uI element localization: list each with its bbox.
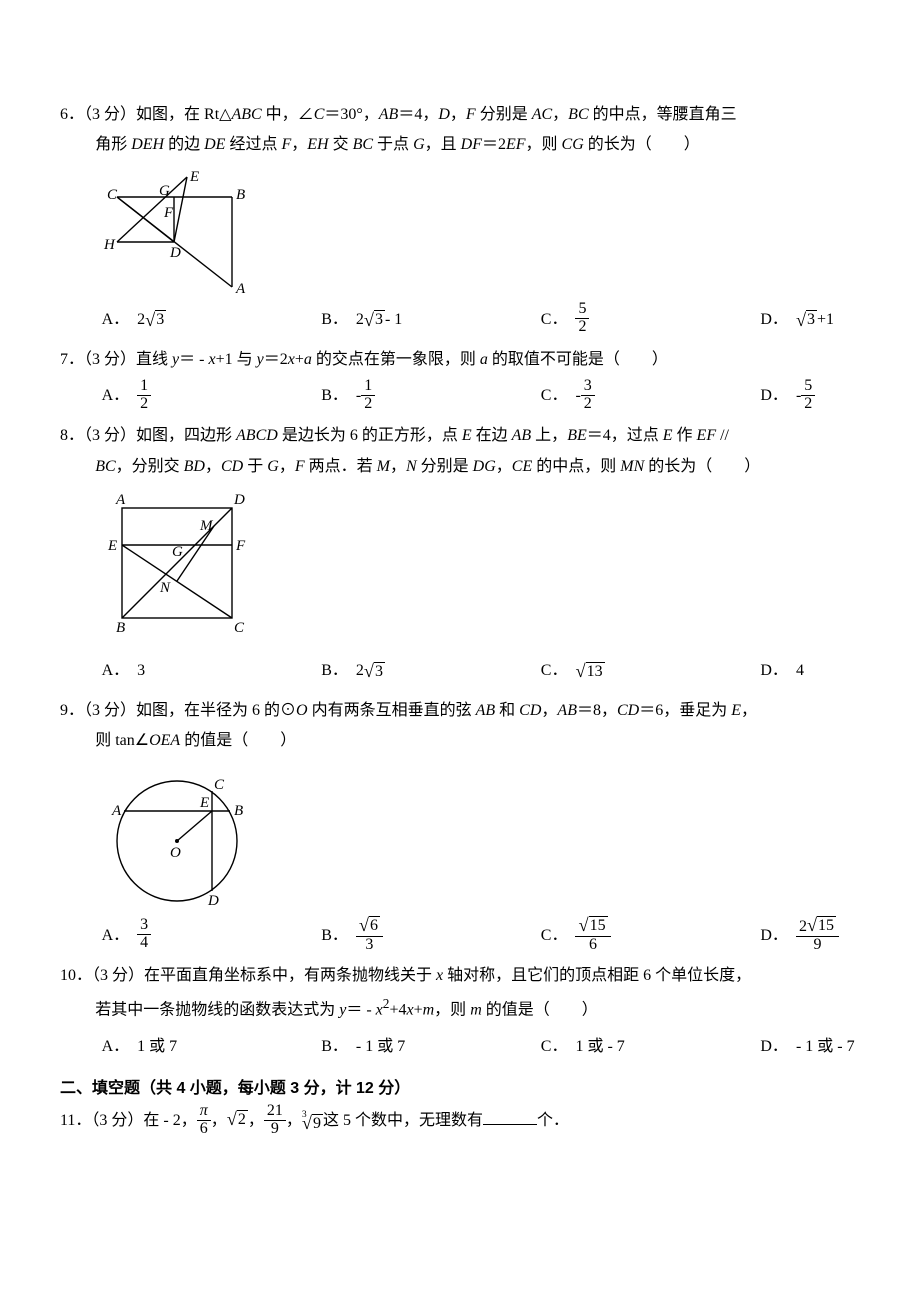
q10-option-d[interactable]: D． - 1 或 - 7 xyxy=(760,1028,920,1066)
q9-option-d[interactable]: D．2√159 xyxy=(760,917,920,955)
q9-stem: 9．（3 分）如图，在半径为 6 的⊙O 内有两条互相垂直的弦 AB 和 CD，… xyxy=(60,696,920,757)
q6-stem: 6．（3 分）如图，在 Rt△ABC 中，∠C＝30°，AB＝4，D，F 分别是… xyxy=(60,100,920,161)
q10-option-a[interactable]: A．1 或 7 xyxy=(102,1028,322,1066)
q7-option-d[interactable]: D． - 52 xyxy=(760,377,920,415)
q8-option-c[interactable]: C．√13 xyxy=(541,652,761,690)
svg-text:M: M xyxy=(199,518,214,534)
q10-number: 10．（3 分） xyxy=(60,967,144,984)
q7-option-c[interactable]: C． - 32 xyxy=(541,377,761,415)
q8-option-a[interactable]: A．3 xyxy=(102,652,322,690)
q9-option-a[interactable]: A．34 xyxy=(102,917,322,955)
q7-options: A．12 B． - 12 C． - 32 D． - 52 xyxy=(60,377,920,415)
fig-label-E: E xyxy=(189,169,199,185)
q8-options: A．3 B．2√3 C．√13 D．4 xyxy=(60,652,920,690)
q10-stem: 10．（3 分）在平面直角坐标系中，有两条抛物线关于 x 轴对称，且它们的顶点相… xyxy=(60,961,920,1026)
svg-text:B: B xyxy=(234,803,243,819)
fig-label-F: F xyxy=(163,205,174,221)
q8-option-b[interactable]: B．2√3 xyxy=(321,652,541,690)
fig-label-H: H xyxy=(103,237,116,253)
svg-text:E: E xyxy=(199,795,209,811)
svg-text:A: A xyxy=(115,492,126,508)
q6-figure: C E B G F H D A xyxy=(102,167,920,297)
svg-text:B: B xyxy=(116,620,125,636)
q7-number: 7．（3 分） xyxy=(60,351,136,368)
q8-option-d[interactable]: D．4 xyxy=(760,652,920,690)
svg-text:C: C xyxy=(234,620,245,636)
q10-option-c[interactable]: C．1 或 - 7 xyxy=(541,1028,761,1066)
fig-label-C: C xyxy=(107,187,118,203)
svg-text:E: E xyxy=(107,538,117,554)
q11-number: 11．（3 分） xyxy=(60,1112,143,1129)
fig-label-A: A xyxy=(235,281,246,297)
q6-option-c[interactable]: C． 52 xyxy=(541,301,761,339)
q8-figure: A D E M G F N B C xyxy=(102,488,920,648)
q7-stem: 7．（3 分）直线 y＝ - x+1 与 y＝2x+a 的交点在第一象限，则 a… xyxy=(60,345,920,375)
svg-text:D: D xyxy=(207,893,219,909)
question-7: 7．（3 分）直线 y＝ - x+1 与 y＝2x+a 的交点在第一象限，则 a… xyxy=(60,345,920,415)
svg-text:O: O xyxy=(170,845,181,861)
q7-option-a[interactable]: A．12 xyxy=(102,377,322,415)
svg-text:F: F xyxy=(235,538,246,554)
svg-text:N: N xyxy=(159,580,171,596)
q11-stem: 11．（3 分）在 - 2，π6，√2，219，3√9这 5 个数中，无理数有个… xyxy=(60,1104,920,1139)
fig-label-B: B xyxy=(236,187,245,203)
q9-figure: A B C D E O xyxy=(102,763,920,913)
q6-option-b[interactable]: B． 2√3 - 1 xyxy=(321,301,541,339)
q10-options: A．1 或 7 B． - 1 或 7 C．1 或 - 7 D． - 1 或 - … xyxy=(60,1028,920,1066)
q10-option-b[interactable]: B． - 1 或 7 xyxy=(321,1028,541,1066)
q7-option-b[interactable]: B． - 12 xyxy=(321,377,541,415)
svg-text:A: A xyxy=(111,803,122,819)
svg-text:D: D xyxy=(233,492,245,508)
question-8: 8．（3 分）如图，四边形 ABCD 是边长为 6 的正方形，点 E 在边 AB… xyxy=(60,421,920,690)
q9-number: 9．（3 分） xyxy=(60,702,136,719)
q6-options: A． 2√3 B． 2√3 - 1 C． 52 D． √3+1 xyxy=(60,301,920,339)
fig-label-G: G xyxy=(159,183,170,199)
question-10: 10．（3 分）在平面直角坐标系中，有两条抛物线关于 x 轴对称，且它们的顶点相… xyxy=(60,961,920,1066)
q8-stem: 8．（3 分）如图，四边形 ABCD 是边长为 6 的正方形，点 E 在边 AB… xyxy=(60,421,920,482)
question-6: 6．（3 分）如图，在 Rt△ABC 中，∠C＝30°，AB＝4，D，F 分别是… xyxy=(60,100,920,339)
svg-text:G: G xyxy=(172,544,183,560)
q6-number: 6．（3 分） xyxy=(60,106,136,123)
q6-option-a[interactable]: A． 2√3 xyxy=(102,301,322,339)
q8-number: 8．（3 分） xyxy=(60,427,136,444)
q6-option-d[interactable]: D． √3+1 xyxy=(760,301,920,339)
svg-text:C: C xyxy=(214,777,225,793)
q9-option-c[interactable]: C．√156 xyxy=(541,917,761,955)
fig-label-D: D xyxy=(169,245,181,261)
question-11: 11．（3 分）在 - 2，π6，√2，219，3√9这 5 个数中，无理数有个… xyxy=(60,1104,920,1139)
question-9: 9．（3 分）如图，在半径为 6 的⊙O 内有两条互相垂直的弦 AB 和 CD，… xyxy=(60,696,920,955)
fill-blank[interactable] xyxy=(483,1110,537,1125)
section-2-heading: 二、填空题（共 4 小题，每小题 3 分，计 12 分） xyxy=(60,1074,920,1104)
q9-option-b[interactable]: B．√63 xyxy=(321,917,541,955)
q9-options: A．34 B．√63 C．√156 D．2√159 xyxy=(60,917,920,955)
